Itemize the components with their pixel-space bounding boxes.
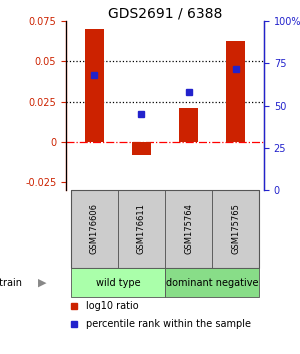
Text: dominant negative: dominant negative [166,278,258,287]
FancyBboxPatch shape [212,190,259,268]
Bar [85,29,104,142]
Text: strain: strain [0,278,22,287]
Text: log10 ratio: log10 ratio [86,301,138,312]
FancyBboxPatch shape [71,190,118,268]
Text: GSM175765: GSM175765 [231,204,240,255]
Bar [179,108,198,142]
Text: ▶: ▶ [38,278,46,287]
FancyBboxPatch shape [165,190,212,268]
FancyBboxPatch shape [165,268,259,297]
Bar [226,41,245,142]
Text: GSM176611: GSM176611 [137,204,146,255]
Title: GDS2691 / 6388: GDS2691 / 6388 [108,6,222,20]
FancyBboxPatch shape [71,268,165,297]
Text: wild type: wild type [95,278,140,287]
Bar [132,142,151,155]
FancyBboxPatch shape [118,190,165,268]
Text: GSM176606: GSM176606 [90,204,99,255]
Text: percentile rank within the sample: percentile rank within the sample [86,319,251,329]
Text: GSM175764: GSM175764 [184,204,193,255]
